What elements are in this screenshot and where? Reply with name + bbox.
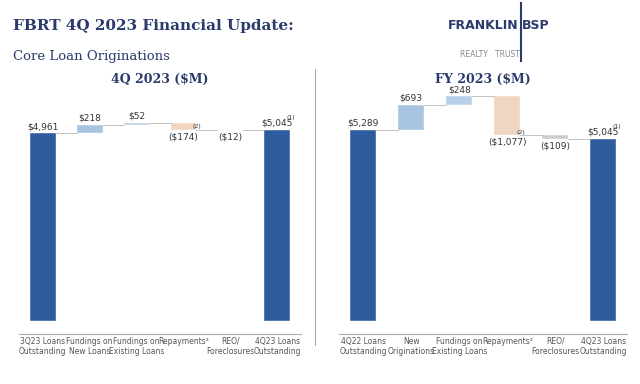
Text: $248: $248 (448, 85, 470, 94)
Text: FRANKLIN: FRANKLIN (448, 19, 518, 32)
Text: (1): (1) (613, 124, 621, 129)
Text: (2): (2) (517, 130, 525, 135)
Text: ($1,077): ($1,077) (488, 137, 527, 146)
Bar (170, 123, 196, 130)
Text: $5,045: $5,045 (588, 128, 619, 137)
Bar (398, 105, 424, 130)
Title: 4Q 2023 ($M): 4Q 2023 ($M) (111, 73, 209, 86)
Text: $693: $693 (400, 94, 422, 103)
Bar (350, 130, 376, 321)
Bar (77, 125, 102, 133)
Text: ($174): ($174) (168, 132, 198, 141)
Bar (542, 135, 568, 139)
Text: ($12): ($12) (218, 132, 243, 142)
Text: ($109): ($109) (540, 141, 570, 151)
Text: BSP: BSP (522, 19, 550, 32)
Text: FBRT 4Q 2023 Financial Update:: FBRT 4Q 2023 Financial Update: (13, 19, 294, 33)
Title: FY 2023 ($M): FY 2023 ($M) (435, 73, 531, 86)
Bar (124, 123, 149, 125)
Bar (264, 130, 290, 321)
Bar (29, 133, 56, 321)
Text: Core Loan Originations: Core Loan Originations (13, 50, 170, 63)
Bar (494, 96, 520, 135)
Text: $5,045: $5,045 (262, 119, 293, 128)
Bar (590, 139, 616, 321)
Text: (2): (2) (193, 124, 202, 129)
Text: $5,289: $5,289 (348, 119, 379, 128)
Text: $218: $218 (78, 114, 101, 123)
Text: $4,961: $4,961 (27, 122, 58, 131)
Text: $52: $52 (128, 112, 145, 121)
Text: REALTY   TRUST: REALTY TRUST (460, 50, 520, 59)
Text: (1): (1) (287, 115, 295, 120)
Bar (446, 96, 472, 105)
